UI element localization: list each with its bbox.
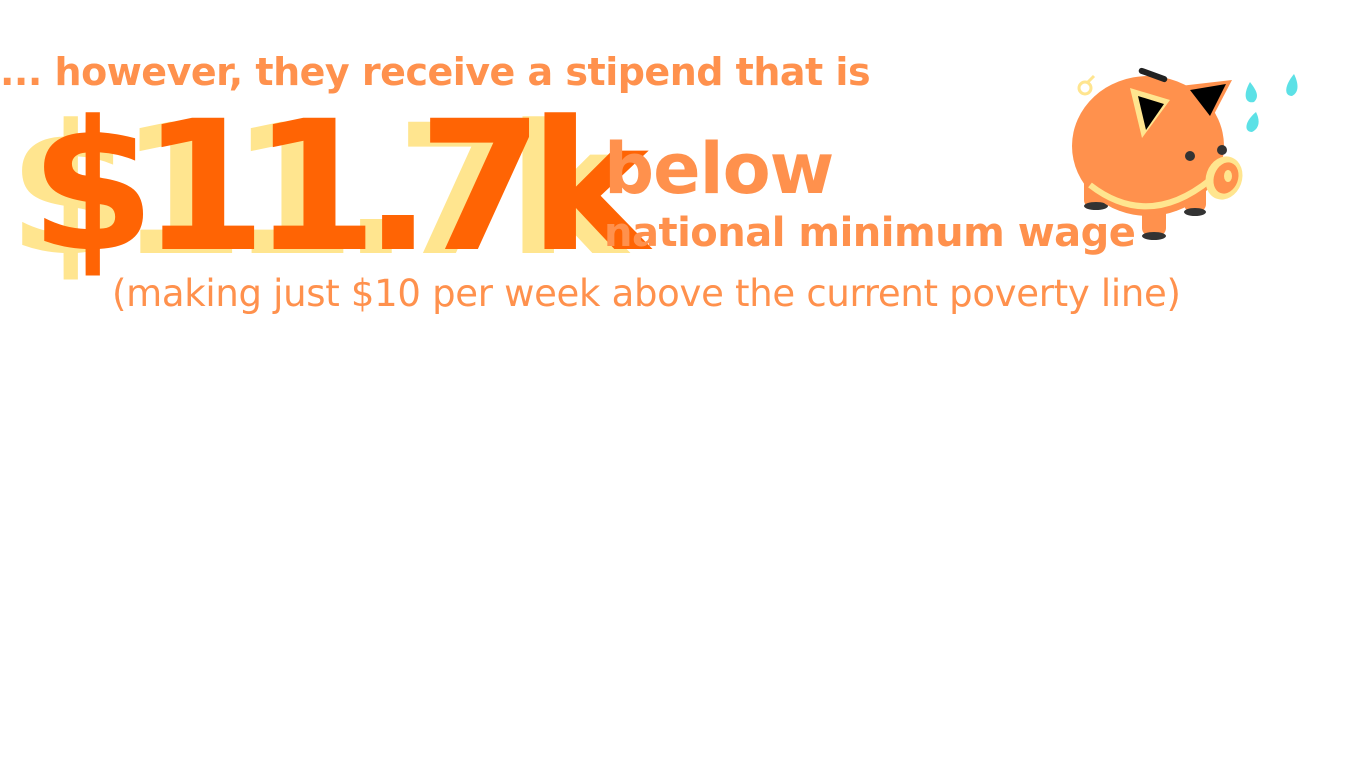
amount-value: $11.7k	[30, 83, 649, 292]
coin-icon	[1077, 74, 1096, 96]
comparison-label: national minimum wage	[604, 210, 1136, 256]
amount-shadow: $11.7k	[8, 87, 627, 296]
amount-figure: $11.7k $11.7k	[8, 88, 649, 292]
piggy-bank-icon	[1072, 67, 1298, 240]
below-label: below	[604, 128, 834, 210]
poverty-note: (making just $10 per week above the curr…	[112, 272, 1181, 315]
sweat-drops-icon	[1245, 74, 1298, 132]
intro-text: ... however, they receive a stipend that…	[0, 50, 871, 94]
